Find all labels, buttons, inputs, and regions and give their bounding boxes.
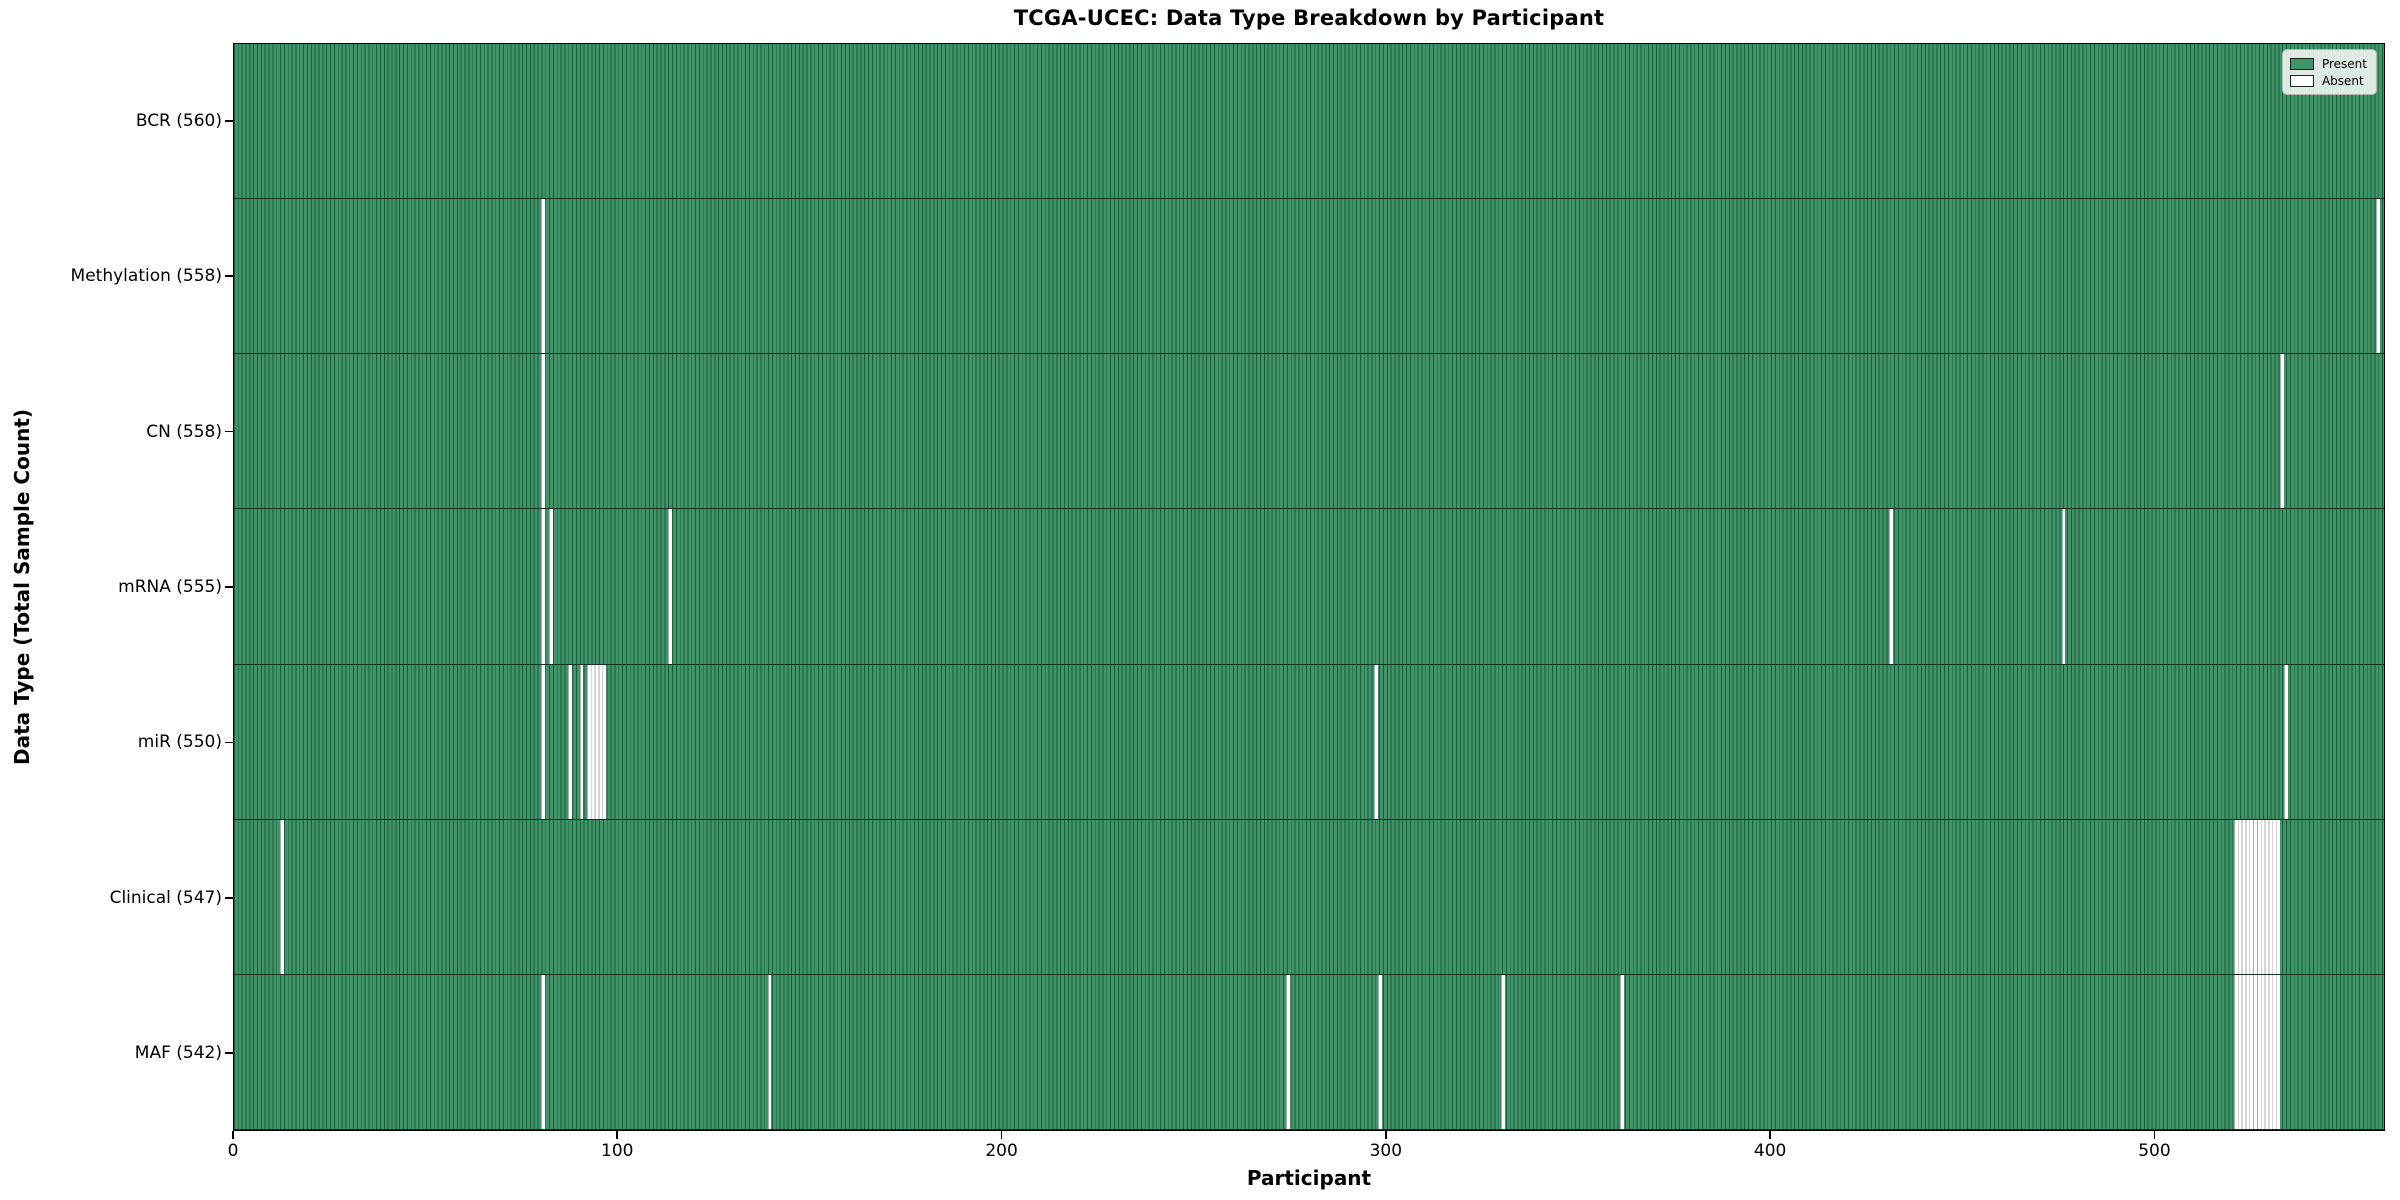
absent-gap bbox=[541, 664, 545, 819]
absent-gap bbox=[767, 974, 772, 1129]
absent-gap bbox=[2280, 354, 2285, 509]
absent-gap bbox=[1888, 509, 1893, 664]
absent-gap bbox=[579, 664, 584, 819]
y-tick-label-mir: miR (550) bbox=[137, 732, 222, 753]
absent-gap bbox=[1378, 974, 1382, 1129]
legend-absent-label: Absent bbox=[2321, 73, 2364, 88]
legend-present-label: Present bbox=[2321, 56, 2367, 71]
absent-gap bbox=[280, 819, 284, 974]
datatype-row-mir bbox=[234, 664, 2384, 820]
x-tick-label-300: 300 bbox=[1369, 1141, 1403, 1161]
datatype-row-mrna bbox=[234, 509, 2384, 665]
datatype-row-bcr bbox=[234, 44, 2384, 200]
x-tick-mark bbox=[1769, 1131, 1771, 1139]
y-tick-label-mrna: mRNA (555) bbox=[118, 577, 222, 597]
x-tick-label-0: 0 bbox=[227, 1141, 239, 1161]
chart-title: TCGA-UCEC: Data Type Breakdown by Partic… bbox=[1013, 6, 1605, 30]
datatype-row-maf bbox=[234, 974, 2384, 1130]
absent-gap bbox=[541, 974, 545, 1129]
y-tick-label-bcr: BCR (560) bbox=[135, 110, 222, 131]
absent-gap bbox=[2061, 509, 2066, 664]
absent-gap bbox=[541, 199, 545, 354]
datatype-row-clinical bbox=[234, 819, 2384, 975]
absent-gap bbox=[2376, 199, 2381, 354]
x-tick-label-400: 400 bbox=[1753, 1141, 1787, 1161]
absent-gap bbox=[2234, 819, 2281, 974]
absent-gap bbox=[568, 664, 572, 819]
x-tick-mark bbox=[232, 1131, 234, 1139]
legend: Present Absent bbox=[2281, 49, 2377, 95]
y-tick-mark bbox=[225, 897, 233, 899]
y-tick-mark bbox=[225, 741, 233, 744]
x-tick-label-200: 200 bbox=[985, 1141, 1018, 1161]
y-tick-label-methylation: Methylation (558) bbox=[70, 266, 222, 287]
x-tick-mark bbox=[616, 1131, 619, 1139]
y-tick-mark bbox=[225, 119, 233, 122]
x-tick-mark bbox=[2153, 1131, 2156, 1139]
y-tick-mark bbox=[225, 430, 233, 433]
y-tick-mark bbox=[225, 1052, 233, 1055]
absent-gap bbox=[1374, 664, 1379, 819]
x-tick-label-100: 100 bbox=[601, 1141, 634, 1161]
absent-gap bbox=[2284, 664, 2288, 819]
x-tick-mark bbox=[1385, 1131, 1387, 1139]
absent-gap bbox=[548, 509, 553, 664]
y-tick-label-maf: MAF (542) bbox=[134, 1043, 222, 1064]
absent-gap bbox=[2234, 974, 2281, 1129]
present-swatch-icon bbox=[2289, 57, 2314, 70]
absent-gap bbox=[667, 509, 672, 664]
absent-gap bbox=[1619, 974, 1624, 1129]
x-axis-title: Participant bbox=[1246, 1166, 1372, 1190]
datatype-row-cn bbox=[234, 354, 2384, 510]
absent-gap bbox=[1500, 974, 1505, 1129]
y-axis-tick-labels: BCR (560) Methylation (558) CN (558) mRNA (… bbox=[0, 43, 222, 1131]
absent-gap bbox=[541, 354, 545, 509]
y-tick-label-cn: CN (558) bbox=[146, 421, 222, 442]
x-tick-mark bbox=[1000, 1131, 1003, 1139]
y-tick-mark bbox=[225, 275, 233, 277]
x-axis-tick-labels: 0 100 200 300 400 500 bbox=[0, 1141, 2400, 1165]
y-tick-mark bbox=[225, 586, 233, 588]
y-tick-label-clinical: Clinical (547) bbox=[109, 887, 222, 908]
absent-swatch-icon bbox=[2289, 74, 2314, 87]
x-tick-label-500: 500 bbox=[2138, 1141, 2171, 1161]
legend-item-absent: Absent bbox=[2289, 72, 2367, 89]
datatype-row-methylation bbox=[234, 199, 2384, 355]
absent-gap bbox=[541, 509, 545, 664]
legend-item-present: Present bbox=[2289, 55, 2367, 72]
plot-area: Present Absent bbox=[233, 43, 2385, 1131]
absent-gap bbox=[1285, 974, 1290, 1129]
absent-gap bbox=[587, 664, 607, 819]
